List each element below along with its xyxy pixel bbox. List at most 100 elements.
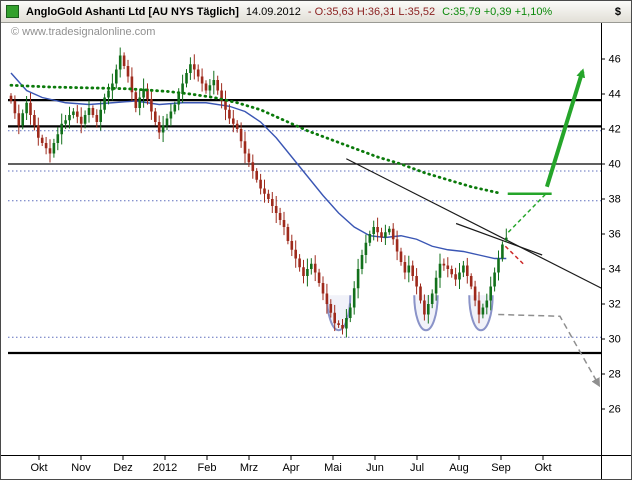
dotted-support-lines	[8, 130, 602, 338]
candle-down	[224, 101, 227, 110]
trendlines[interactable]	[346, 158, 602, 289]
candle-up	[485, 300, 489, 308]
solid-support-lines[interactable]	[8, 99, 602, 355]
candle-up	[356, 269, 360, 289]
candle-up	[364, 242, 368, 255]
y-tick-label: 44	[609, 89, 621, 101]
candle-up	[115, 69, 118, 84]
candle-down	[380, 232, 383, 238]
cup-annotation	[413, 295, 439, 332]
candle-down	[450, 269, 453, 275]
candle-up	[352, 288, 356, 308]
candle-down	[473, 286, 477, 301]
candle-up	[21, 113, 24, 126]
candle-up	[481, 307, 485, 315]
candle-down	[251, 162, 255, 171]
x-tick-label: Jul	[410, 462, 424, 474]
candle-down	[466, 265, 469, 276]
cup-annotation	[468, 295, 494, 332]
candle-down	[395, 239, 399, 252]
price-chart-canvas[interactable]: © www.tradesignalonline.com 46 44 42 40 38 36 3…	[1, 23, 631, 479]
quote-date: 14.09.2012	[245, 5, 301, 18]
candle-down	[150, 99, 153, 112]
candle-down	[157, 122, 161, 133]
candle-up	[427, 304, 430, 315]
cup-annotations[interactable]	[325, 295, 494, 332]
candle-down	[325, 293, 329, 304]
bearish-scenario-arrow[interactable]	[498, 313, 601, 388]
candle-up	[99, 109, 102, 122]
candle-down	[154, 111, 157, 122]
candle-up	[25, 102, 28, 114]
candle-down	[33, 115, 36, 126]
x-tick-label: Okt	[534, 462, 551, 474]
quote-close-change: C:35,79 +0,39 +1,10%	[442, 5, 553, 18]
instrument-title: AngloGold Ashanti Ltd [AU NYS Täglich]	[26, 5, 239, 18]
candles-layer	[9, 47, 508, 338]
candle-up	[208, 85, 212, 91]
candle-up	[497, 258, 500, 273]
downtrend-line	[346, 158, 602, 289]
candle-up	[185, 73, 188, 84]
candle-down	[130, 76, 134, 93]
candle-down	[239, 129, 243, 142]
y-tick-label: 32	[609, 299, 621, 311]
candle-down	[76, 111, 79, 117]
candle-down	[294, 249, 297, 259]
candle-up	[212, 80, 216, 86]
axis-unit-label: $	[614, 5, 621, 18]
candle-up	[505, 237, 508, 241]
y-tick-label: 40	[609, 159, 621, 171]
candle-down	[196, 69, 200, 77]
candle-down	[313, 263, 317, 273]
candle-down	[40, 137, 44, 143]
y-tick-label: 30	[609, 334, 621, 346]
candle-up	[138, 97, 141, 108]
candle-down	[442, 263, 446, 266]
candle-up	[72, 111, 75, 115]
candle-down	[243, 141, 247, 154]
candle-up	[118, 55, 122, 70]
candle-up	[189, 64, 192, 73]
x-tick-label: Mrz	[240, 462, 258, 474]
candle-up	[306, 269, 309, 276]
candle-up	[52, 143, 56, 154]
candle-up	[56, 134, 60, 143]
candle-down	[376, 227, 379, 233]
candle-down	[317, 272, 321, 283]
candle-up	[462, 265, 465, 273]
y-axis-labels[interactable]: 46 44 42 40 38 36 34 32 30 28 26	[601, 54, 621, 416]
candle-down	[29, 102, 32, 115]
quote-ohl: - O:35,63 H:36,31 L:35,52	[307, 5, 436, 18]
candle-down	[399, 251, 403, 262]
title-bar: AngloGold Ashanti Ltd [AU NYS Täglich] 1…	[1, 1, 631, 23]
candle-up	[384, 232, 387, 238]
candle-down	[302, 267, 305, 276]
green-dashed-projection[interactable]	[507, 194, 546, 233]
candle-down	[341, 325, 344, 329]
candle-up	[310, 263, 313, 269]
candle-up	[107, 90, 110, 98]
candle-up	[493, 272, 496, 287]
candle-up	[407, 265, 411, 273]
x-tick-label: Feb	[198, 462, 217, 474]
candle-down	[255, 171, 258, 180]
red-dashed-projection[interactable]	[504, 245, 524, 265]
candle-up	[83, 115, 87, 124]
candle-up	[434, 277, 438, 294]
candle-down	[454, 274, 457, 280]
bullish-scenario-arrow[interactable]	[544, 68, 586, 188]
candle-down	[79, 116, 83, 124]
candle-down	[267, 193, 270, 199]
y-tick-label: 46	[609, 54, 621, 66]
x-axis-labels[interactable]: Okt Nov Dez 2012 Feb Mrz Apr Mai Jun Jul Aug Sep Okt	[30, 455, 552, 475]
candle-up	[181, 83, 184, 94]
candle-up	[103, 97, 106, 110]
candle-down	[423, 300, 426, 315]
candle-down	[329, 304, 333, 313]
candle-down	[91, 108, 95, 115]
candle-down	[298, 258, 301, 268]
x-tick-label: Mai	[324, 462, 342, 474]
candle-up	[64, 120, 67, 124]
candle-down	[469, 276, 473, 287]
